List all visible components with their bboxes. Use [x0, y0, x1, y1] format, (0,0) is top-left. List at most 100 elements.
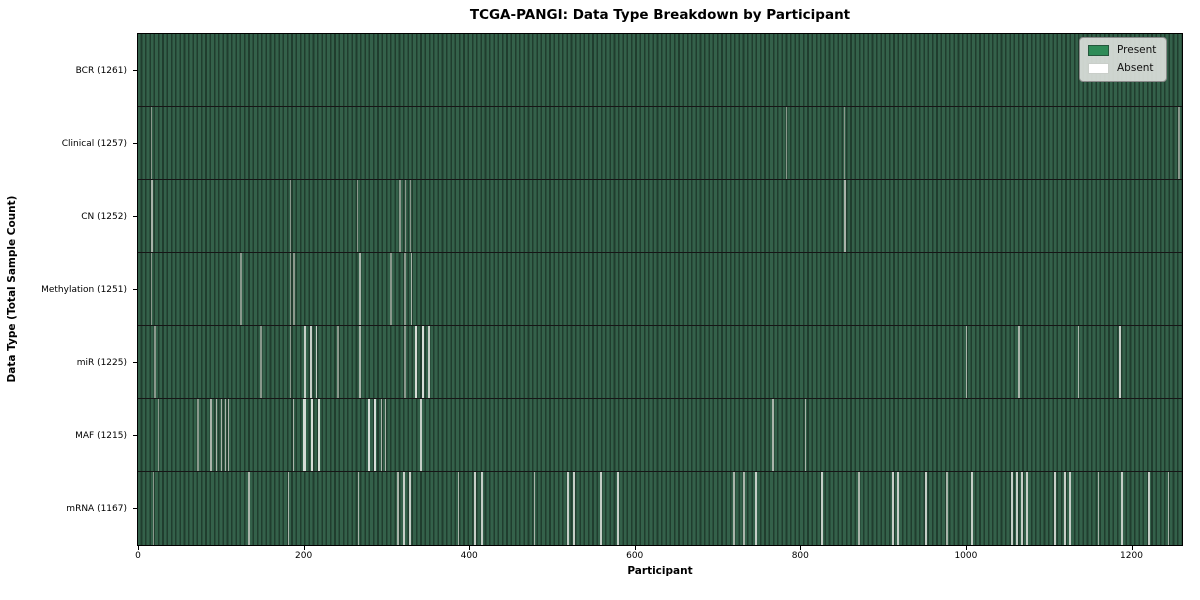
absent-mark — [1168, 472, 1170, 545]
absent-mark — [240, 253, 242, 325]
absent-mark — [384, 399, 387, 471]
absent-mark — [260, 326, 262, 398]
heatmap-row-maf — [138, 399, 1182, 472]
absent-mark — [151, 180, 153, 252]
y-axis-title: Data Type (Total Sample Count) — [6, 195, 18, 383]
absent-mark — [390, 253, 392, 325]
x-tick-mark — [1131, 546, 1133, 550]
legend-entry-present: Present — [1088, 44, 1156, 56]
x-tick-mark — [965, 546, 967, 550]
absent-mark — [946, 472, 948, 545]
absent-mark — [821, 472, 824, 545]
heatmap-row-mrna — [138, 472, 1182, 545]
heatmap-row-mir — [138, 326, 1182, 399]
y-tick-mark — [133, 216, 137, 217]
absent-mark — [337, 326, 339, 398]
absent-mark — [971, 472, 973, 545]
absent-mark — [197, 399, 199, 471]
absent-mark — [290, 326, 292, 398]
x-tick-mark — [469, 546, 471, 550]
absent-mark — [288, 472, 290, 545]
absent-mark — [966, 326, 968, 398]
absent-mark — [733, 472, 735, 545]
absent-mark — [405, 180, 407, 252]
absent-mark — [1015, 472, 1018, 545]
y-tick-mark — [133, 435, 137, 436]
absent-mark — [419, 399, 422, 471]
absent-mark — [151, 253, 153, 325]
absent-mark — [357, 472, 359, 545]
absent-mark — [225, 399, 227, 471]
y-tick-label-mrna: mRNA (1167) — [66, 503, 127, 514]
absent-mark — [290, 253, 292, 325]
chart-title: TCGA-PANGI: Data Type Breakdown by Parti… — [469, 7, 851, 23]
x-tick-label-400: 400 — [460, 551, 478, 561]
absent-mark — [414, 326, 418, 398]
absent-mark — [457, 472, 460, 545]
legend-label: Absent — [1117, 62, 1154, 74]
absent-mark — [152, 472, 154, 545]
y-tick-mark — [133, 143, 137, 144]
absent-mark — [293, 253, 295, 325]
y-tick-label-mir: miR (1225) — [76, 357, 127, 368]
absent-mark — [154, 326, 156, 398]
absent-mark — [924, 472, 927, 545]
absent-mark — [315, 326, 318, 398]
absent-mark — [220, 399, 223, 471]
absent-mark — [409, 472, 411, 545]
absent-mark — [359, 253, 361, 325]
absent-mark — [216, 399, 218, 471]
absent-mark — [151, 107, 153, 179]
absent-mark — [786, 107, 788, 179]
absent-mark — [1020, 472, 1023, 545]
absent-mark — [844, 180, 846, 252]
absent-mark — [210, 399, 212, 471]
y-tick-label-maf: MAF (1215) — [75, 430, 127, 441]
absent-mark — [318, 399, 321, 471]
absent-mark — [1025, 472, 1028, 545]
absent-mark — [157, 399, 159, 471]
x-tick-mark — [303, 546, 305, 550]
absent-mark — [421, 326, 424, 398]
absent-mark — [1010, 472, 1013, 545]
absent-mark — [290, 180, 292, 252]
y-tick-label-methylation: Methylation (1251) — [41, 284, 127, 295]
heatmap-row-clinical — [138, 107, 1182, 180]
legend-swatch-icon — [1088, 62, 1109, 74]
absent-mark — [310, 399, 314, 471]
y-tick-label-cn: CN (1252) — [81, 211, 127, 222]
x-tick-mark — [800, 546, 802, 550]
absent-mark — [533, 472, 536, 545]
absent-mark — [804, 399, 806, 471]
heatmap-row-cn — [138, 180, 1182, 253]
legend-label: Present — [1117, 44, 1157, 56]
absent-mark — [410, 253, 412, 325]
absent-mark — [573, 472, 575, 545]
y-tick-mark — [133, 289, 137, 290]
absent-mark — [359, 326, 361, 398]
absent-mark — [1054, 472, 1056, 545]
x-tick-label-800: 800 — [791, 551, 809, 561]
legend: Present Absent — [1079, 37, 1168, 82]
absent-mark — [1097, 472, 1100, 545]
absent-mark — [303, 399, 307, 471]
absent-mark — [1148, 472, 1151, 545]
absent-mark — [1068, 472, 1071, 545]
absent-mark — [1119, 326, 1122, 398]
y-tick-label-clinical: Clinical (1257) — [61, 138, 127, 149]
absent-mark — [399, 180, 401, 252]
absent-mark — [404, 253, 406, 325]
heatmap-row-bcr — [138, 34, 1182, 107]
absent-mark — [303, 326, 306, 398]
absent-mark — [1077, 326, 1080, 398]
absent-mark — [567, 472, 569, 545]
x-tick-label-200: 200 — [295, 551, 313, 561]
absent-mark — [616, 472, 619, 545]
absent-mark — [474, 472, 477, 545]
absent-mark — [891, 472, 894, 545]
absent-mark — [293, 399, 295, 471]
absent-mark — [896, 472, 899, 545]
absent-mark — [373, 399, 376, 471]
absent-mark — [858, 472, 860, 545]
